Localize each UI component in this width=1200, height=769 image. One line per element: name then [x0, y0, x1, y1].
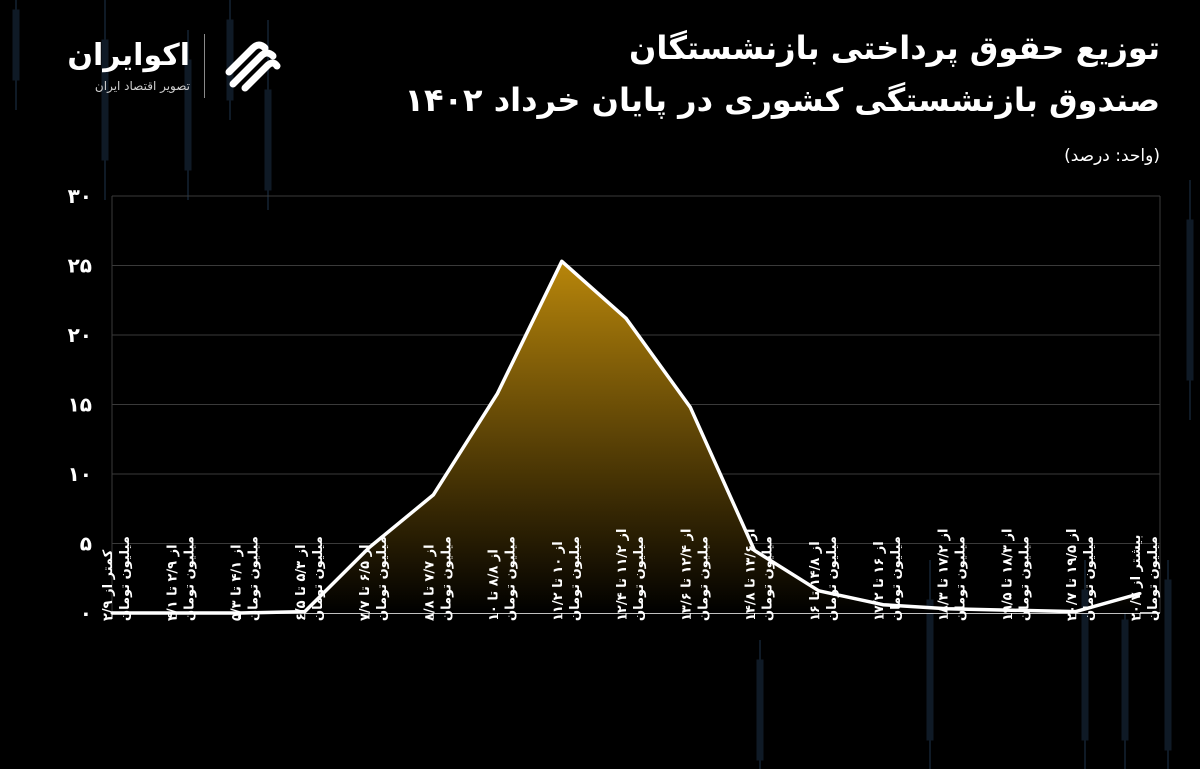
x-tick-label: از ۱۸/۳ تا ۱۹/۵ میلیون تومان: [1001, 529, 1033, 621]
x-tick-label-line: از ۱۹/۵ تا ۲۰/۷: [1065, 529, 1080, 621]
title-line-1: توزیع حقوق پرداختی بازنشستگان: [629, 29, 1160, 67]
brand-name: اکوایران: [67, 38, 190, 73]
x-tick-label-line: از ۷/۷ تا ۸/۸: [422, 544, 437, 621]
x-tick-label-line: میلیون تومان: [1018, 536, 1033, 621]
x-tick-label-line: از ۶/۵ تا ۷/۷: [358, 544, 373, 621]
title-line-2: صندوق بازنشستگی کشوری در پایان خرداد ۱۴۰…: [404, 81, 1160, 119]
x-tick-label: از ۱۷/۲ تا ۱۸/۳ میلیون تومان: [936, 529, 968, 621]
x-tick-label-line: از ۵/۳ تا ۶/۵: [294, 544, 309, 621]
x-tick-label: از ۵/۳ تا ۶/۵ میلیون تومان: [294, 536, 326, 621]
x-tick-label: از ۱۴/۸ تا ۱۶ میلیون تومان: [808, 536, 840, 621]
x-tick-label-line: از ۱۶ تا ۱۷/۲: [872, 541, 887, 621]
y-tick-label: ۱۰: [68, 462, 92, 486]
data-point: [560, 259, 564, 263]
data-point: [1138, 592, 1142, 596]
y-axis-ticks: ۰ ۵ ۱۰ ۱۵ ۲۰ ۲۵ ۳۰: [68, 184, 92, 625]
x-tick-label-line: میلیون تومان: [1146, 536, 1161, 621]
x-tick-label: از ۶/۵ تا ۷/۷ میلیون تومان: [358, 536, 390, 621]
data-point: [624, 316, 628, 320]
y-tick-label: ۳۰: [68, 184, 92, 208]
x-tick-label-line: میلیون تومان: [247, 536, 262, 621]
data-point: [945, 607, 949, 611]
brand-tagline: تصویر اقتصاد ایران: [94, 79, 190, 93]
x-tick-label-line: میلیون تومان: [504, 536, 519, 621]
x-tick-label-line: از ۸/۸ تا ۱۰: [487, 549, 502, 621]
data-point: [817, 589, 821, 593]
x-tick-label: از ۱۱/۲ تا ۱۲/۴ میلیون تومان: [615, 529, 647, 621]
x-tick-label-line: از ۱۴/۸ تا ۱۶: [808, 541, 823, 621]
x-tick-label: از ۱۳/۶ تا ۱۴/۸ میلیون تومان: [744, 529, 776, 621]
x-tick-label: از ۸/۸ تا ۱۰ میلیون تومان: [487, 536, 519, 621]
x-tick-label-line: میلیون تومان: [632, 536, 647, 621]
x-tick-label-line: میلیون تومان: [568, 536, 583, 621]
x-tick-label-line: میلیون تومان: [182, 536, 197, 621]
x-tick-label-line: میلیون تومان: [825, 536, 840, 621]
x-tick-label-line: میلیون تومان: [311, 536, 326, 621]
data-point: [431, 493, 435, 497]
x-tick-label-line: از ۱۲/۴ تا ۱۳/۶: [679, 529, 694, 621]
y-tick-label: ۱۵: [68, 393, 92, 417]
x-tick-label-line: از ۲/۹ تا ۴/۱: [165, 544, 180, 621]
unit-label: (واحد: درصد): [1064, 146, 1160, 166]
data-point: [1010, 608, 1013, 612]
brand-text: اکوایران تصویر اقتصاد ایران: [40, 38, 190, 94]
x-tick-label-line: از ۱۸/۳ تا ۱۹/۵: [1001, 529, 1016, 621]
x-tick-label-line: از ۱۳/۶ تا ۱۴/۸: [744, 529, 759, 621]
y-tick-label: ۲۵: [68, 254, 92, 278]
x-tick-label-line: میلیون تومان: [889, 536, 904, 621]
x-tick-label-line: بیشتر از ۲۰/۷: [1129, 535, 1144, 621]
data-point: [881, 603, 885, 607]
x-tick-label-line: از ۱۱/۲ تا ۱۲/۴: [615, 529, 630, 621]
data-point: [303, 610, 307, 614]
area-fill: [112, 261, 1140, 613]
data-point: [688, 405, 692, 409]
x-tick-label: کمتر از ۲/۹ میلیون تومان: [101, 536, 133, 621]
x-tick-label-line: میلیون تومان: [696, 536, 711, 621]
data-point: [1074, 610, 1078, 614]
brand-logo: اکوایران تصویر اقتصاد ایران: [40, 30, 300, 102]
data-point: [367, 546, 371, 550]
x-tick-label: از ۱۲/۴ تا ۱۳/۶ میلیون تومان: [679, 529, 711, 621]
x-tick-label-line: میلیون تومان: [1082, 536, 1097, 621]
y-tick-label: ۲۰: [68, 323, 92, 347]
x-tick-label-line: میلیون تومان: [375, 536, 390, 621]
x-axis-ticks: کمتر از ۲/۹ میلیون تومان از ۲/۹ تا ۴/۱ میلی…: [101, 529, 1161, 621]
chart-title: توزیع حقوق پرداختی بازنشستگان صندوق بازن…: [400, 22, 1160, 126]
x-tick-label-line: از ۱۰ تا ۱۱/۲: [551, 541, 566, 621]
x-tick-label: از ۷/۷ تا ۸/۸ میلیون تومان: [422, 536, 454, 621]
x-tick-label-line: میلیون تومان: [761, 536, 776, 621]
x-tick-label-line: میلیون تومان: [439, 536, 454, 621]
x-tick-label: از ۱۰ تا ۱۱/۲ میلیون تومان: [551, 536, 583, 621]
x-tick-label-line: کمتر از ۲/۹: [101, 549, 116, 621]
x-tick-label-line: از ۱۷/۲ تا ۱۸/۳: [936, 529, 951, 621]
x-tick-label: از ۲/۹ تا ۴/۱ میلیون تومان: [165, 536, 197, 621]
y-tick-label: ۵: [80, 532, 92, 556]
x-tick-label: از ۱۹/۵ تا ۲۰/۷ میلیون تومان: [1065, 529, 1097, 621]
x-tick-label-line: میلیون تومان: [118, 536, 133, 621]
y-tick-label: ۰: [80, 601, 92, 625]
data-point: [496, 391, 499, 395]
x-tick-label: بیشتر از ۲۰/۷ میلیون تومان: [1129, 535, 1161, 621]
x-tick-label: از ۱۶ تا ۱۷/۲ میلیون تومان: [872, 536, 904, 621]
x-tick-label: از ۴/۱ تا ۵/۳ میلیون تومان: [230, 536, 262, 621]
x-tick-label-line: از ۴/۱ تا ۵/۳: [230, 544, 245, 621]
data-point: [753, 548, 756, 552]
logo-divider: [204, 34, 205, 98]
x-tick-label-line: میلیون تومان: [953, 536, 968, 621]
brand-mark-icon: [225, 41, 281, 92]
